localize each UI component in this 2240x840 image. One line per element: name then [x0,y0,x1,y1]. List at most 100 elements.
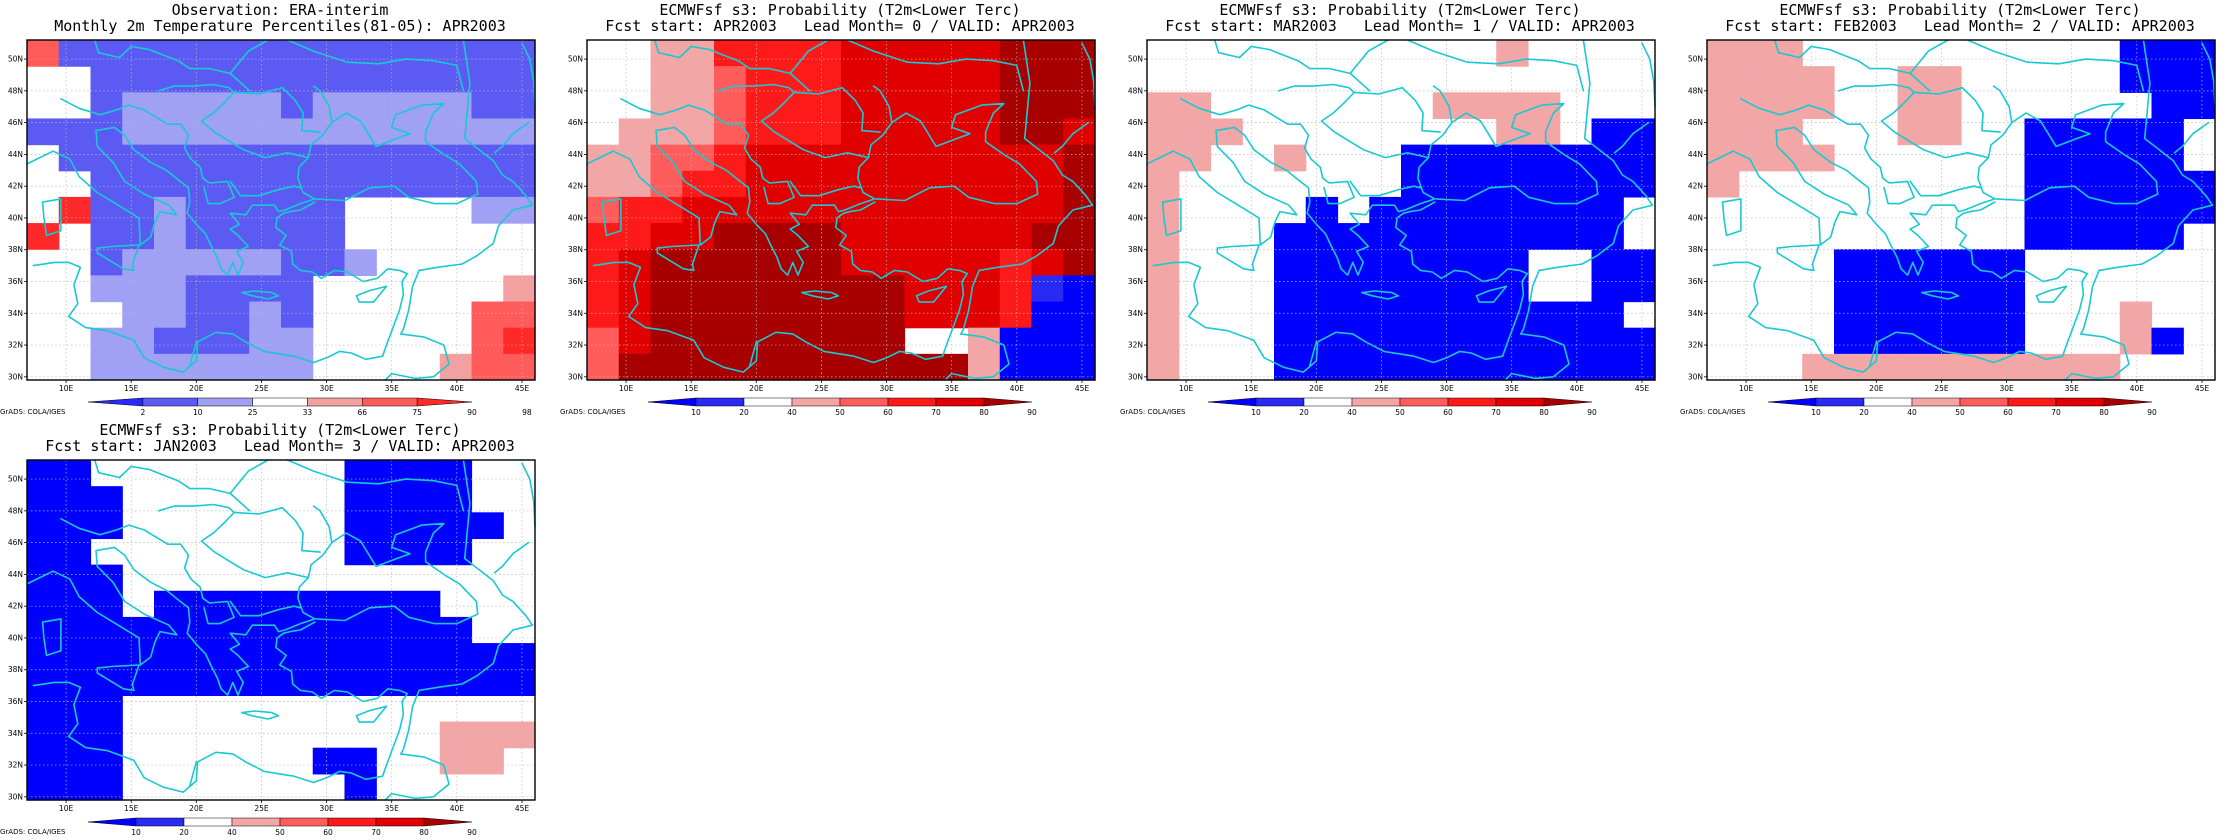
coastline [200,511,310,579]
grid-cell [90,144,123,172]
grid-cell [1834,249,1867,276]
grid-cell [1432,327,1466,355]
grid-cell [999,196,1033,224]
grid-cell [714,249,747,276]
grid-cell [682,301,715,329]
grid-cell [999,66,1033,93]
grid-cell [745,301,779,329]
grid-cell [587,301,620,329]
grid-cell [809,301,842,329]
colorbar-label: 60 [2003,408,2013,417]
grid-cell [587,353,620,381]
colorbar-segment [1959,397,2009,407]
grid-cell [408,486,441,513]
grid-cell [1063,353,1096,381]
gridlines [1707,40,2215,380]
coastline [1880,91,1990,159]
grid-cell [376,66,409,93]
lon-tick-label: 35E [385,804,400,813]
grid-cell [1369,353,1402,381]
grid-cell [650,249,683,276]
colorbar-segment [935,397,985,407]
grid-cell [1992,353,2026,381]
coastline [286,459,465,512]
grid-cell [1432,223,1466,250]
grid-cell [217,616,250,644]
grid-cell [809,66,842,93]
grid-cell [904,249,937,276]
grid-cell [471,747,504,775]
grid-cell [777,301,810,329]
coastline [1869,341,1878,367]
colorbar-segment [1815,397,1865,407]
coastline [312,505,333,544]
grid-cell [650,144,683,172]
map-frame [1706,39,2216,381]
grid-cell [1337,301,1370,329]
lon-tick-label: 40E [1570,384,1585,393]
grid-cell [872,301,906,329]
lat-tick-label: 44N [1128,150,1143,159]
grid-cell [682,249,715,276]
grid-cell [999,275,1033,303]
lon-tick-label: 10E [59,384,74,393]
grid-cell [968,249,1001,276]
lat-tick-label: 32N [568,341,583,350]
grid-cell [1432,249,1466,276]
tick-labels: 10E 15E 20E 25E 30E 35E 40E 45E 30N 32N 34N 36N 38N 4… [568,55,1090,393]
grid-cell [249,40,282,67]
map-frame [586,39,1096,381]
lon-tick-label: 10E [619,384,634,393]
grid-cell [1147,301,1180,329]
lat-tick-label: 44N [568,150,583,159]
coastline [2173,121,2210,154]
grid-cell [1063,170,1096,198]
lat-tick-label: 30N [8,792,23,801]
grid-cell [439,486,473,513]
grid-cell [408,40,441,67]
grid-cell [1992,301,2026,329]
grid-cell [344,616,377,644]
grid-cell [281,170,314,198]
data-grid [1147,40,1656,381]
lat-tick-label: 32N [8,341,23,350]
grid-cell [90,773,123,801]
grid-cell [2151,66,2184,93]
grid-cell [249,66,282,93]
grid-cell [841,353,874,381]
grid-cell [1559,301,1593,329]
grid-cell [1274,353,1307,381]
lat-tick-label: 30N [8,372,23,381]
panel-title-line2: Fcst start: APR2003 Lead Month= 0 / VALI… [605,17,1075,35]
grid-cell [904,223,937,250]
grid-cell [122,353,155,381]
grid-cell [376,486,409,513]
grid-cell [90,616,123,644]
grads-credit: GrADS: COLA/IGES [0,408,66,416]
grid-cell [376,643,409,670]
grid-cell [185,196,219,224]
coastline [1406,39,1585,92]
coastline [656,244,700,272]
grid-cell [1623,144,1656,172]
grid-cell [312,170,346,198]
lat-tick-label: 48N [1688,86,1703,95]
coastline [233,506,321,553]
grid-cell [312,144,346,172]
grid-cell [1464,249,1497,276]
grid-cell [682,170,715,198]
grid-cell [1063,196,1096,224]
coastline [286,39,465,92]
grid-cell [1031,275,1064,303]
grid-cell [185,616,219,644]
coastline [872,85,893,124]
grid-cell [1369,223,1402,250]
panel-title-line1: ECMWFsf s3: Probability (T2m<Lower Terc) [1219,1,1581,19]
lon-tick-label: 30E [879,384,894,393]
grid-cell [2119,301,2153,329]
lon-tick-label: 10E [1179,384,1194,393]
grid-cell [185,669,219,696]
panel-title-line2: Fcst start: FEB2003 Lead Month= 2 / VALI… [1725,17,2195,35]
colorbar-segment [1911,397,1961,407]
grid-cell [904,196,937,224]
